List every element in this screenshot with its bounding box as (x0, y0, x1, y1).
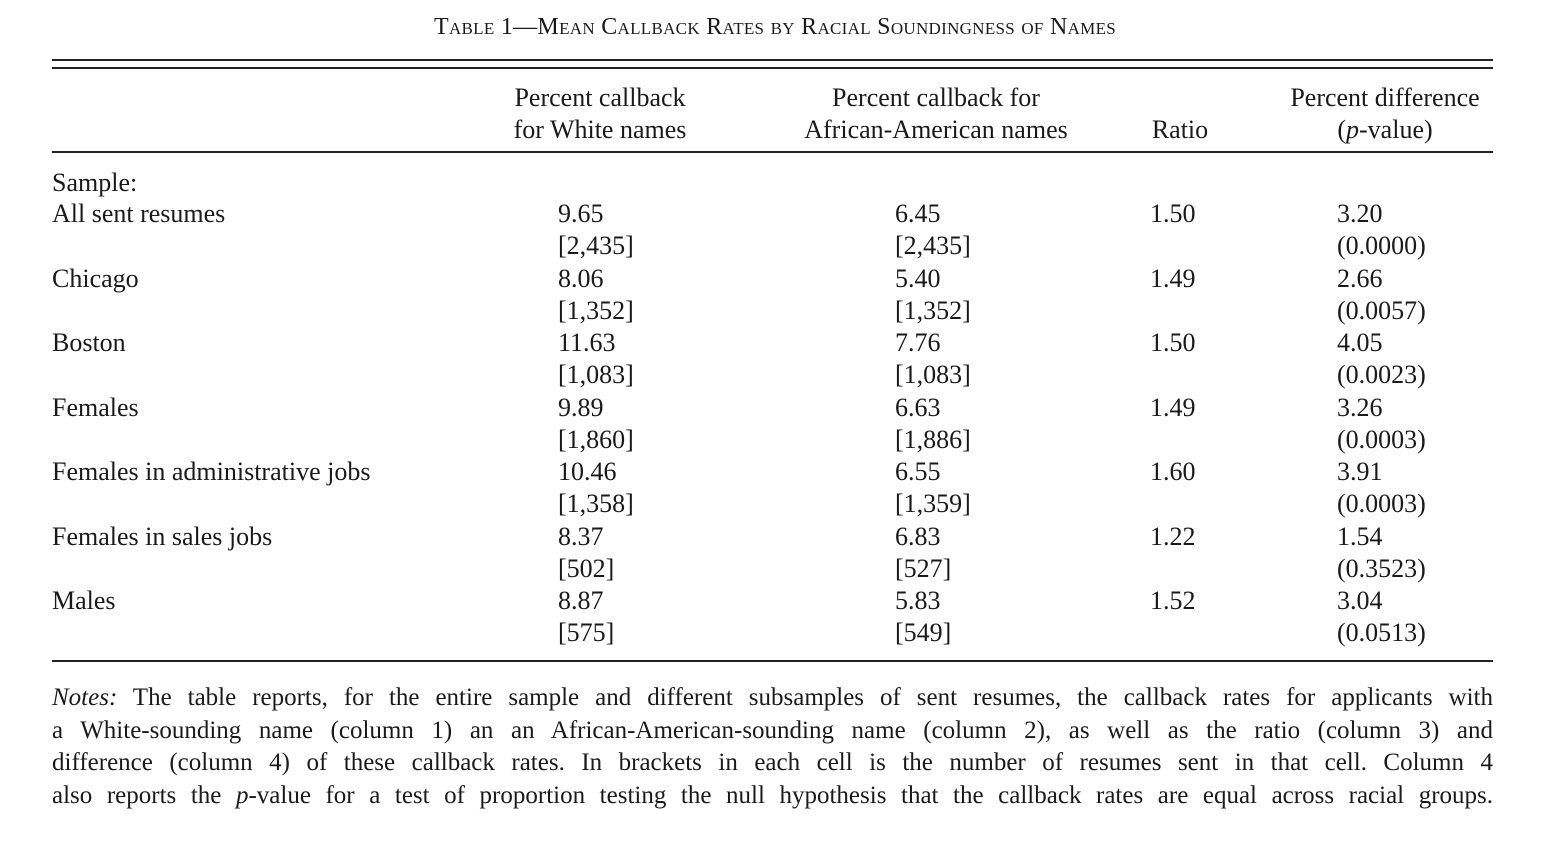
cell-white-n: [1,083] (558, 360, 634, 389)
notes-line: Notes: The table reports, for the entire… (52, 682, 1493, 715)
cell-aa: 6.45 (895, 199, 941, 228)
column-header-difference: Percent difference (p-value) (1270, 82, 1500, 146)
row-label: Boston (52, 328, 126, 357)
header-line: Percent callback (514, 83, 686, 112)
cell-white: 9.65 (558, 199, 604, 228)
cell-aa-n: [527] (895, 553, 952, 583)
cell-ratio: 1.50 (1150, 199, 1196, 228)
cell-pval: (0.0057) (1337, 295, 1426, 325)
cell-aa: 6.83 (895, 521, 941, 551)
cell-pval: (0.3523) (1337, 553, 1426, 583)
notes-text: The table reports, for the entire sample… (117, 684, 1493, 711)
notes-text: also reports the (52, 781, 236, 809)
header-rule (52, 151, 1493, 153)
row-label: All sent resumes (52, 199, 226, 228)
cell-white-n: [1,358] (558, 489, 634, 518)
cell-white: 10.46 (558, 457, 617, 486)
cell-aa-n: [1,352] (895, 295, 971, 325)
cell-aa-n: [1,359] (895, 489, 971, 518)
cell-aa-n: [1,886] (895, 424, 971, 454)
cell-aa: 5.83 (895, 586, 941, 615)
bottom-rule (52, 660, 1493, 662)
cell-pval: (0.0513) (1337, 618, 1426, 647)
column-header-ratio: Ratio (1130, 114, 1230, 146)
notes-text: -value for a test of proportion testing … (248, 781, 1494, 809)
cell-ratio: 1.49 (1150, 392, 1196, 422)
notes-line: also reports the p-value for a test of p… (52, 780, 1493, 813)
cell-diff: 2.66 (1337, 263, 1383, 293)
cell-ratio: 1.49 (1150, 263, 1196, 293)
row-label: Females in administrative jobs (52, 457, 371, 486)
header-text: -value) (1359, 115, 1433, 144)
cell-ratio: 1.22 (1150, 521, 1196, 551)
cell-white-n: [1,352] (558, 295, 634, 325)
cell-aa: 7.76 (895, 328, 941, 357)
table-title: Table 1—Mean Callback Rates by Racial So… (0, 14, 1550, 41)
cell-white-n: [575] (558, 618, 615, 647)
cell-aa-n: [1,083] (895, 360, 971, 389)
notes-label: Notes: (52, 684, 118, 711)
cell-pval: (0.0023) (1337, 360, 1426, 389)
cell-pval: (0.0003) (1337, 424, 1426, 454)
header-line: Percent callback for (832, 83, 1040, 112)
cell-diff: 3.04 (1337, 586, 1383, 615)
table-notes: Notes: The table reports, for the entire… (52, 682, 1493, 812)
cell-white: 9.89 (558, 392, 604, 422)
notes-line: difference (column 4) of these callback … (52, 749, 1493, 776)
cell-diff: 3.26 (1337, 392, 1383, 422)
cell-ratio: 1.52 (1150, 586, 1196, 615)
cell-white: 8.06 (558, 263, 604, 293)
paren: ( (1337, 115, 1347, 144)
header-line: Percent difference (1290, 83, 1480, 112)
notes-line: a White-sounding name (column 1) an an A… (52, 716, 1493, 744)
cell-white: 8.37 (558, 521, 604, 551)
header-line: African-American names (804, 115, 1068, 144)
cell-white-n: [1,860] (558, 424, 634, 454)
header-line: for White names (513, 115, 687, 144)
cell-white-n: [502] (558, 553, 615, 583)
cell-ratio: 1.50 (1150, 328, 1196, 357)
cell-diff: 3.20 (1337, 199, 1383, 228)
cell-aa: 6.55 (895, 457, 941, 486)
cell-white-n: [2,435] (558, 231, 634, 260)
cell-aa: 5.40 (895, 263, 941, 293)
cell-pval: (0.0000) (1337, 231, 1426, 260)
table-title-text: Table 1—Mean Callback Rates by Racial So… (433, 14, 1117, 40)
p-italic: p (1346, 115, 1360, 144)
row-label: Females in sales jobs (52, 521, 273, 551)
header-line: (p-value) (1270, 114, 1500, 146)
cell-aa: 6.63 (895, 392, 941, 422)
top-rule-2 (52, 67, 1493, 69)
row-label: Males (52, 586, 116, 615)
row-label: Females (52, 392, 139, 422)
cell-diff: 4.05 (1337, 328, 1383, 357)
row-label: Chicago (52, 263, 139, 293)
p-italic: p (235, 781, 249, 809)
cell-diff: 1.54 (1337, 521, 1383, 551)
cell-pval: (0.0003) (1337, 489, 1426, 518)
top-rule-1 (52, 59, 1493, 61)
header-line: Ratio (1151, 115, 1209, 144)
column-header-african-american: Percent callback for African-American na… (786, 82, 1086, 146)
column-header-white: Percent callback for White names (480, 82, 720, 146)
cell-ratio: 1.60 (1150, 457, 1196, 486)
sample-label: Sample: (52, 168, 138, 197)
cell-aa-n: [2,435] (895, 231, 971, 260)
cell-aa-n: [549] (895, 618, 952, 647)
cell-white: 8.87 (558, 586, 604, 615)
cell-diff: 3.91 (1337, 457, 1383, 486)
cell-white: 11.63 (558, 328, 616, 357)
